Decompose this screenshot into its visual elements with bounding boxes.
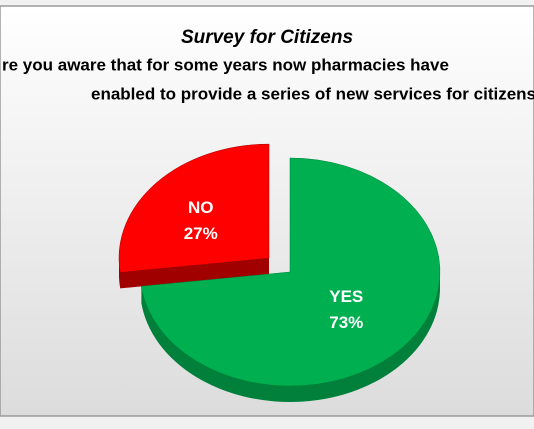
chart-subtitle: re you aware that for some years now pha… [2,55,449,74]
pie-slice [140,157,441,387]
pie: YES 73% NO 27% [118,143,441,402]
value-label: 27% [184,224,218,243]
value-label: 73% [329,313,363,332]
pie-slice [118,143,270,273]
chart-subtitle: enabled to provide a series of new servi… [91,84,534,103]
slice-label: YES [329,287,363,306]
chart-title: Survey for Citizens [181,27,353,48]
slice-label: NO [188,198,214,217]
